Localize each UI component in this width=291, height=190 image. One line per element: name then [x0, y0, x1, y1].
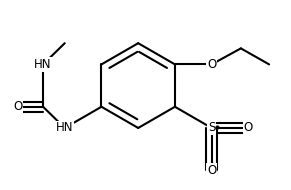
Text: O: O: [207, 164, 216, 177]
Text: O: O: [244, 121, 253, 135]
Text: O: O: [13, 100, 22, 113]
Text: HN: HN: [34, 58, 52, 71]
Text: S: S: [208, 121, 215, 135]
Text: O: O: [207, 58, 216, 71]
Text: HN: HN: [56, 121, 74, 135]
